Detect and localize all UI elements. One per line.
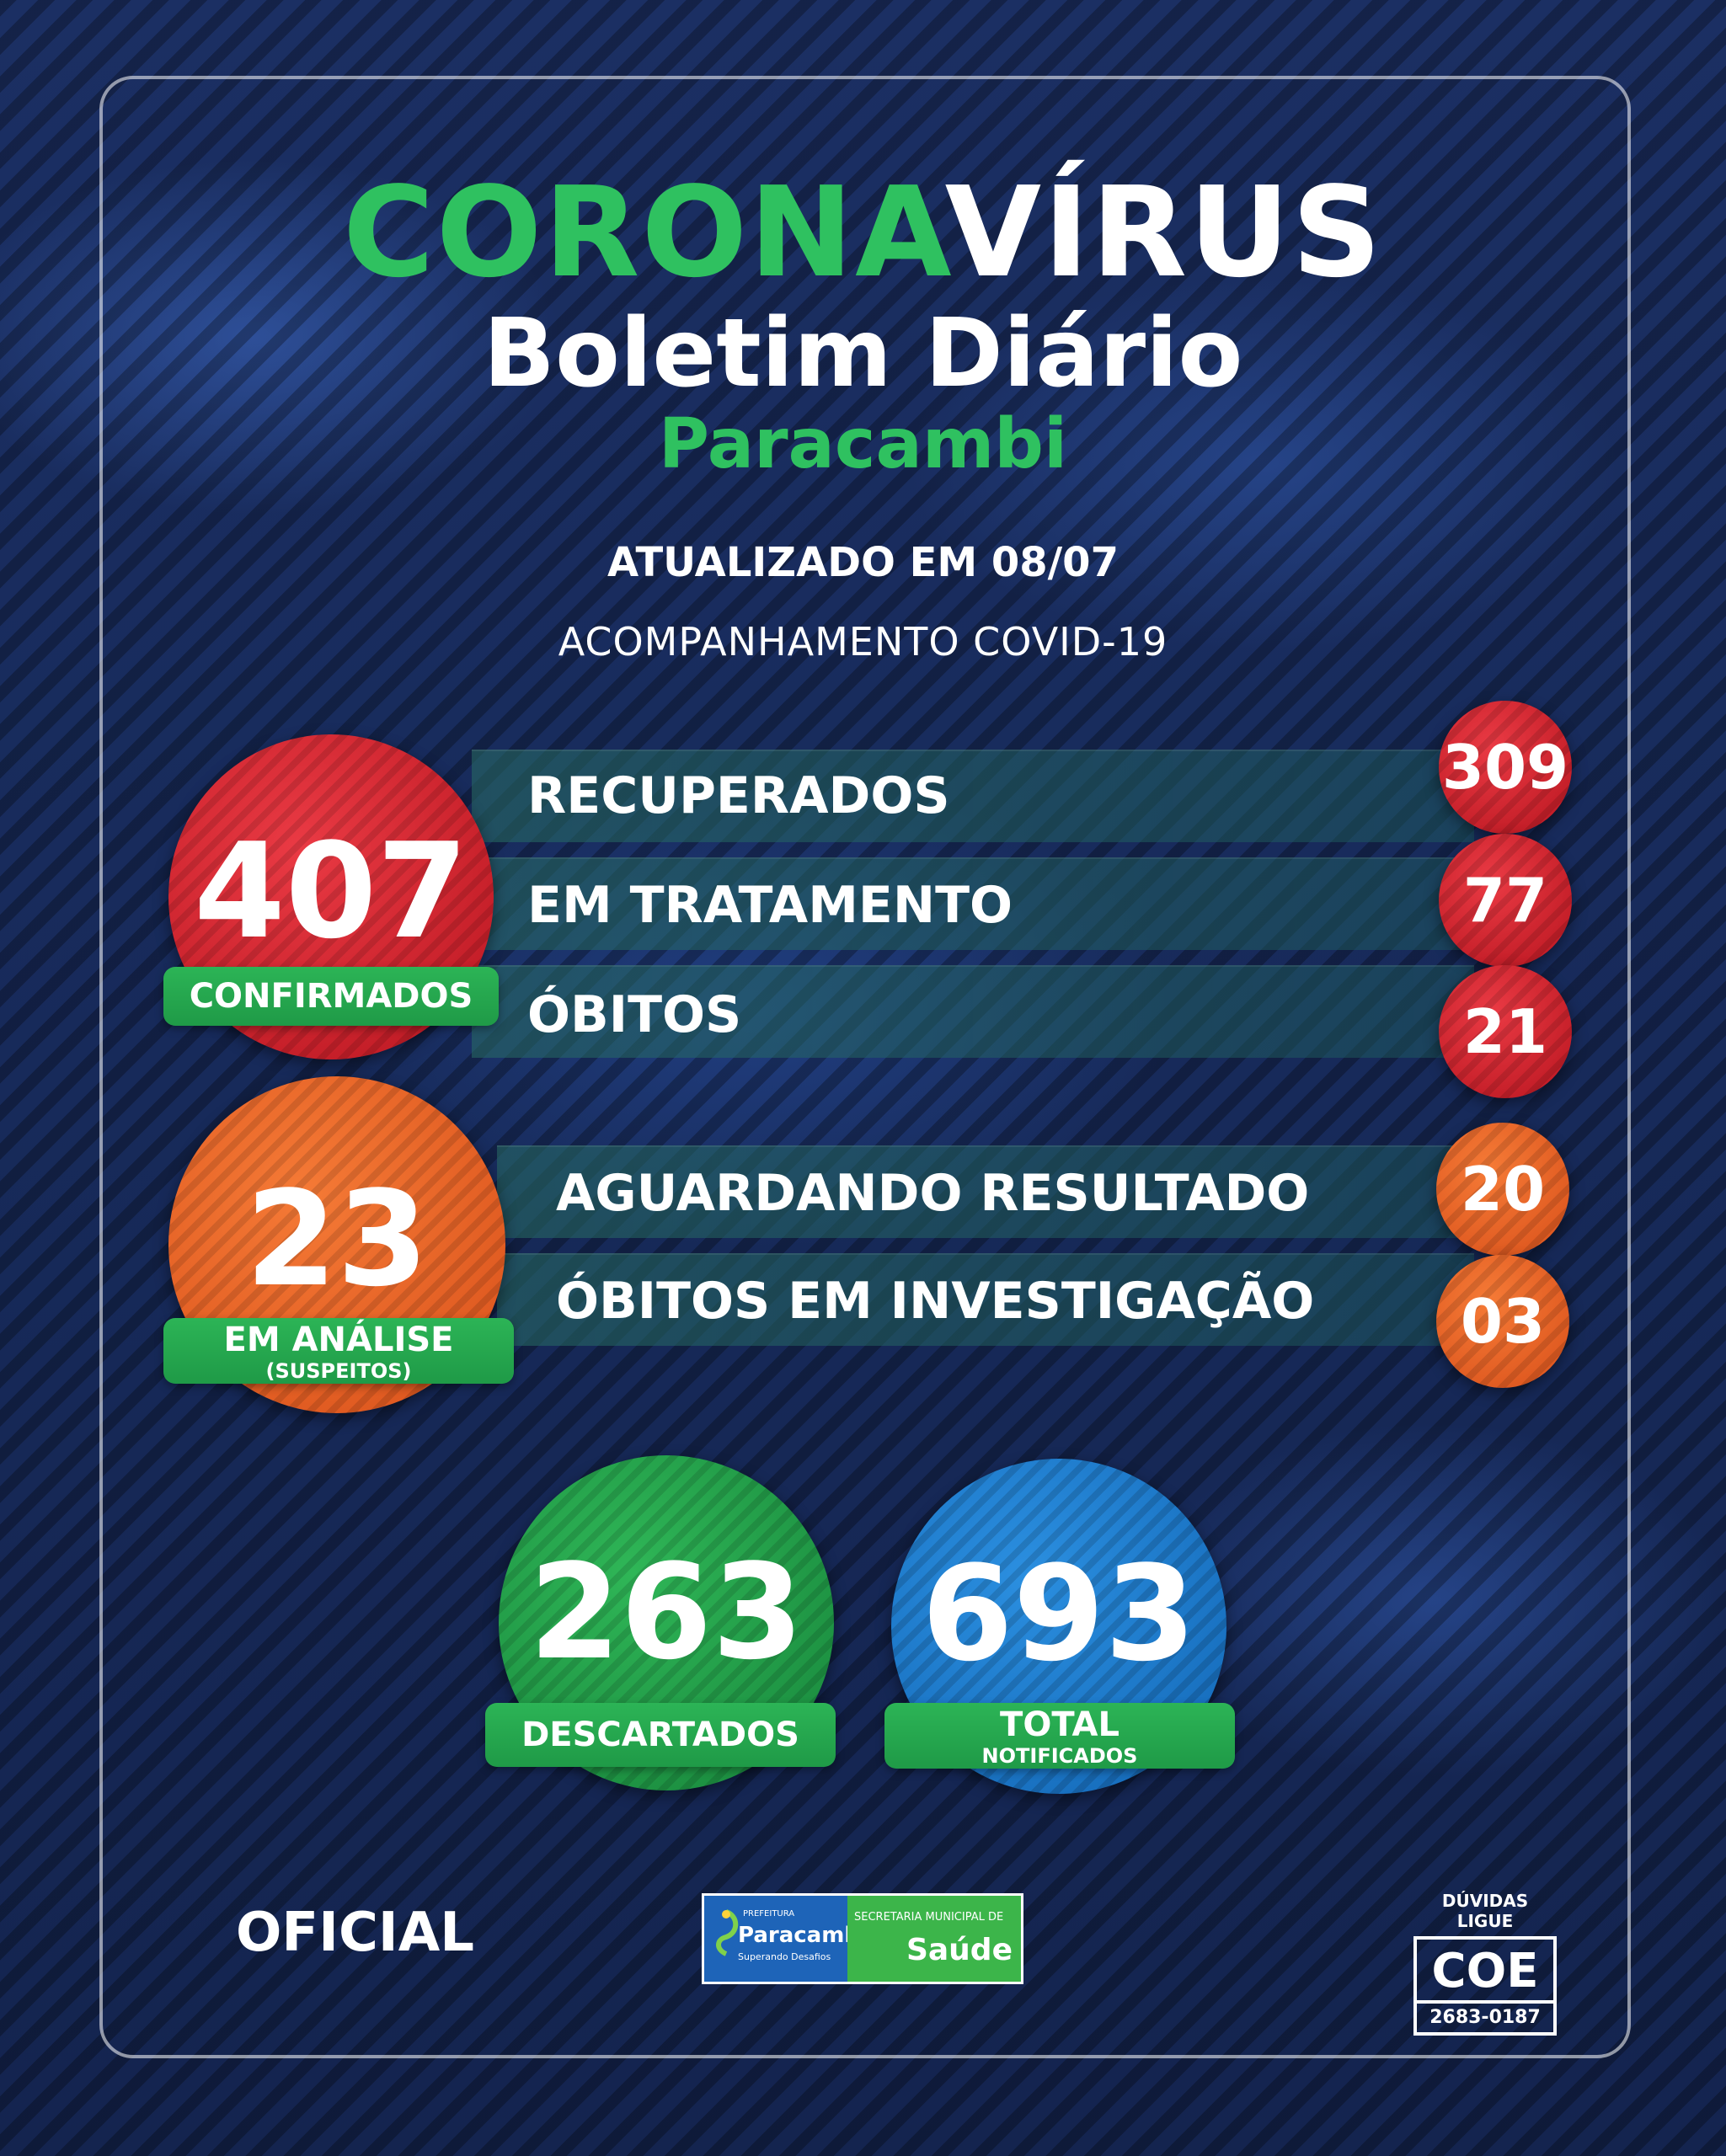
prefeitura-swirl-icon	[716, 1909, 739, 1956]
notified-count: 693	[922, 1537, 1196, 1690]
notified-tag: TOTAL NOTIFICADOS	[884, 1703, 1235, 1769]
title-corona: CORONA	[343, 160, 945, 305]
in-treatment-count: 77	[1439, 834, 1572, 967]
recovered-count: 309	[1439, 701, 1572, 834]
prefeitura-caption: PREFEITURA	[743, 1909, 795, 1919]
in-treatment-label: EM TRATAMENTO	[527, 876, 1013, 935]
deaths-investigation-label: ÓBITOS EM INVESTIGAÇÃO	[556, 1272, 1315, 1331]
coe-label: COE	[1431, 1944, 1539, 1999]
recovered-label: RECUPERADOS	[527, 766, 950, 825]
deaths-label: ÓBITOS	[527, 985, 742, 1044]
coe-caption: DÚVIDAS LIGUE	[1441, 1891, 1529, 1931]
city-name: Paracambi	[658, 404, 1068, 484]
deaths-count: 21	[1439, 965, 1572, 1098]
follow-up-caption: ACOMPANHAMENTO COVID-19	[558, 619, 1168, 664]
recovered-bar	[472, 750, 1474, 842]
secretaria-saude: Saúde	[906, 1933, 1013, 1967]
analysis-count: 23	[245, 1162, 429, 1315]
prefeitura-logo-left: PREFEITURA Paracambi Superando Desafios	[704, 1896, 868, 1982]
coe-phone-bar: 2683-0187	[1417, 2000, 1553, 2032]
deaths-bar	[472, 965, 1474, 1058]
deaths-investigation-count: 03	[1436, 1255, 1569, 1388]
awaiting-result-label: AGUARDANDO RESULTADO	[556, 1164, 1310, 1223]
notified-label: TOTAL	[1000, 1705, 1119, 1744]
prefeitura-slogan: Superando Desafios	[738, 1951, 831, 1962]
prefeitura-city: Paracambi	[738, 1923, 868, 1948]
coe-box: COE 2683-0187	[1413, 1936, 1557, 2036]
awaiting-result-bar	[497, 1145, 1474, 1238]
content-frame	[99, 76, 1631, 2058]
secretaria-caption: SECRETARIA MUNICIPAL DE	[854, 1911, 1004, 1924]
coe-phone: 2683-0187	[1429, 2007, 1541, 2028]
title-virus: VÍRUS	[944, 160, 1383, 305]
coe-contact: DÚVIDAS LIGUE COE 2683-0187	[1413, 1891, 1557, 2036]
notified-sublabel: NOTIFICADOS	[981, 1744, 1138, 1768]
updated-date: ATUALIZADO EM 08/07	[607, 539, 1119, 586]
secretaria-logo-right: SECRETARIA MUNICIPAL DE Saúde	[847, 1896, 1021, 1982]
discarded-tag: DESCARTADOS	[485, 1703, 836, 1767]
awaiting-result-count: 20	[1436, 1123, 1569, 1256]
page-title: CORONAVÍRUS	[0, 160, 1726, 305]
in-treatment-bar	[472, 857, 1474, 950]
analysis-label: EM ANÁLISE	[223, 1321, 454, 1359]
deaths-investigation-bar	[497, 1253, 1474, 1346]
confirmed-count: 407	[194, 814, 468, 968]
bulletin-subtitle: Boletim Diário	[483, 299, 1243, 408]
prefeitura-logo: PREFEITURA Paracambi Superando Desafios …	[702, 1893, 1023, 1984]
official-label: OFICIAL	[236, 1902, 475, 1964]
analysis-tag: EM ANÁLISE (SUSPEITOS)	[163, 1318, 514, 1384]
confirmed-tag: CONFIRMADOS	[163, 967, 499, 1026]
discarded-count: 263	[529, 1535, 804, 1689]
analysis-sublabel: (SUSPEITOS)	[265, 1359, 412, 1383]
